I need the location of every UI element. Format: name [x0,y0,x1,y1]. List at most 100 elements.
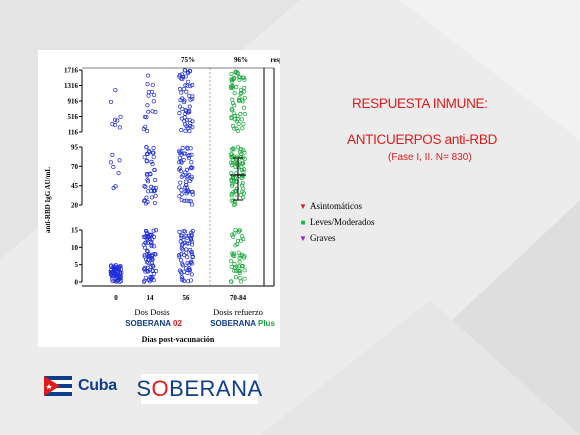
data-point [188,68,193,74]
data-point [242,89,247,94]
data-point [184,198,189,203]
brand-suffix: Plus [258,319,275,328]
data-point [153,252,158,257]
data-point [185,70,190,75]
data-point [189,160,194,165]
data-point [241,169,246,174]
data-point [111,186,116,191]
data-point [237,228,242,233]
scatter-chart: 0 5 10 15 20 45 70 95 116 516 916 1316 1716 anti-RBD … [44,56,280,344]
data-point [110,152,115,157]
data-point [111,164,116,170]
x-tick-label: 56 [183,294,191,302]
data-point [146,90,151,95]
data-point [146,189,151,194]
data-point [109,263,114,268]
data-point [242,77,247,82]
data-point [234,161,240,166]
data-point [143,275,148,280]
data-point [189,249,194,254]
data-point [182,68,187,73]
data-point [177,87,182,92]
data-point [186,279,191,284]
data-point [177,185,182,190]
data-point [145,128,150,134]
data-point [145,268,150,273]
data-point [236,121,241,126]
data-point [188,121,193,126]
data-point [232,113,237,119]
data-point [190,202,195,207]
data-point [110,122,115,127]
brand-label: SOBERANA [125,319,171,328]
data-point [180,146,185,151]
data-point [118,114,123,119]
data-point [231,251,236,256]
data-point [177,155,182,160]
data-point [242,85,247,90]
data-point [180,247,185,252]
x-axis-label: Días post-vacunación [142,335,215,344]
data-point [142,184,147,189]
data-point [152,167,157,173]
data-point [241,148,246,153]
data-point [180,278,185,283]
data-point [177,253,182,258]
data-point [179,275,184,280]
data-point [233,275,239,280]
data-point [229,154,234,159]
y-tick-label: 20 [71,202,79,210]
legend-marker-icon: ■ [300,217,306,227]
data-point [145,258,151,263]
data-point [143,240,148,245]
y-tick-label: 116 [68,129,79,137]
data-point [187,129,192,134]
data-point [186,267,191,273]
data-point [229,147,234,152]
data-point [153,109,158,115]
data-point [178,169,183,174]
chart-panel: 0 5 10 15 20 45 70 95 116 516 916 1316 1716 anti-RBD … [38,50,280,347]
data-point [237,96,242,101]
data-point [238,276,243,281]
data-point [190,124,195,130]
data-point [229,79,234,84]
data-point [179,116,184,121]
data-point [229,106,234,112]
data-point [179,198,184,203]
y-tick-label: 5 [75,261,79,269]
soberana-logo: SOBERANA [136,374,262,404]
data-point [182,198,187,203]
cuba-logo: Cuba [44,375,117,397]
data-point [238,91,243,96]
data-point [190,165,195,170]
data-point [145,82,150,87]
y-tick-label: 1316 [64,82,79,90]
data-point [177,73,182,78]
data-point [233,227,238,233]
data-point [229,85,234,90]
data-point [151,264,156,269]
data-point [144,229,149,234]
data-point [190,229,195,234]
data-point [150,82,155,87]
data-point [110,270,115,275]
data-point [146,148,152,154]
data-point [178,97,183,103]
data-point [187,93,192,98]
y-tick-label: 10 [71,244,79,252]
data-point [242,276,247,281]
data-point [179,160,184,165]
data-point [143,245,148,250]
data-point [232,91,237,96]
data-point [180,242,185,247]
data-point [234,126,239,131]
data-point [146,109,151,114]
data-point [179,233,184,238]
data-point [182,98,187,103]
data-point [239,117,244,122]
data-point [142,253,147,258]
data-point [229,232,235,237]
data-point [190,255,195,260]
cuba-flag-icon [44,376,72,396]
